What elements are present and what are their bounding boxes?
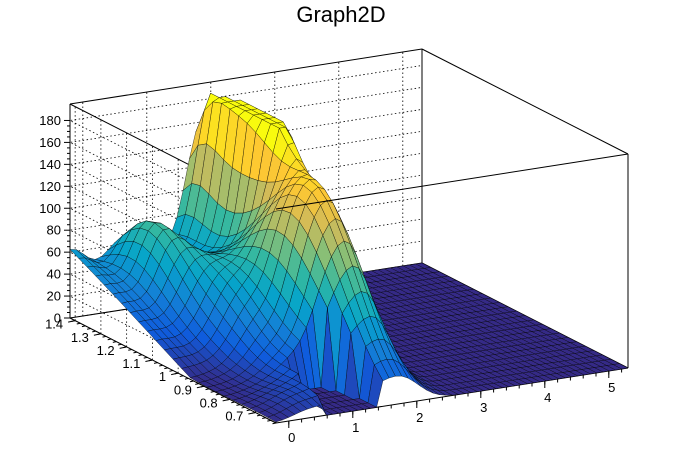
frame-edge (69, 317, 277, 424)
z-tick-label: 80 (47, 223, 61, 238)
y-minor-tick (153, 362, 158, 364)
y-minor-tick (117, 343, 122, 346)
y-tick-label: 1 (159, 369, 166, 384)
y-minor-tick (81, 325, 86, 328)
y-minor-tick (179, 375, 184, 378)
frame-edge (421, 48, 629, 155)
z-tick-label: 0 (54, 311, 61, 326)
y-minor-tick (262, 417, 266, 420)
x-tick-label: 2 (416, 410, 423, 425)
x-tick-label: 5 (608, 380, 615, 395)
y-minor-tick (200, 385, 204, 388)
z-tick-label: 160 (39, 135, 61, 150)
y-minor-tick (174, 372, 179, 375)
y-minor-tick (138, 354, 143, 357)
y-tick-label: 1.3 (71, 330, 89, 345)
y-minor-tick (107, 338, 112, 341)
y-tick-label: 1.2 (97, 343, 115, 358)
y-minor-tick (267, 419, 271, 422)
y-minor-tick (272, 422, 277, 425)
y-minor-tick (148, 359, 153, 362)
y-minor-tick (159, 364, 163, 367)
surface-cell (267, 414, 283, 423)
y-minor-tick (123, 346, 127, 349)
y-minor-tick (241, 406, 246, 409)
y-minor-tick (164, 367, 168, 370)
x-tick-label: 3 (480, 400, 487, 415)
y-minor-tick (143, 356, 148, 359)
z-axis: 0 20 40 60 80 100 120 140 160 180 (39, 104, 71, 326)
z-tick-label: 20 (47, 289, 61, 304)
y-minor-tick (184, 377, 189, 380)
y-tick-label: 0.7 (225, 409, 243, 424)
y-minor-tick (256, 414, 261, 417)
y-minor-tick (236, 404, 241, 406)
y-minor-tick (210, 390, 215, 393)
z-tick-label: 140 (39, 157, 61, 172)
y-minor-tick (86, 327, 91, 330)
frame-front (275, 48, 629, 368)
y-minor-tick (189, 380, 194, 383)
y-tick-label: 0.9 (174, 382, 192, 397)
y-minor-tick (205, 388, 210, 391)
y-minor-tick (133, 351, 138, 354)
y-minor-tick (220, 396, 225, 399)
frame-edge (275, 153, 629, 210)
y-minor-tick (169, 369, 174, 372)
z-tick-label: 180 (39, 113, 61, 128)
y-minor-tick (97, 333, 101, 336)
z-tick-label: 100 (39, 201, 61, 216)
frame-edge (69, 48, 423, 105)
z-tick-label: 60 (47, 245, 61, 260)
y-minor-tick (71, 320, 76, 322)
y-tick-label: 1.1 (122, 356, 140, 371)
y-minor-tick (76, 322, 81, 325)
y-minor-tick (246, 409, 251, 412)
x-axis: 0 1 2 3 4 5 (288, 369, 623, 445)
z-tick-label: 40 (47, 267, 61, 282)
y-minor-tick (226, 398, 230, 401)
x-tick-label: 4 (544, 390, 551, 405)
y-tick-label: 0.8 (200, 395, 218, 410)
y-minor-tick (102, 335, 107, 338)
y-axis: 0.7 0.8 0.9 1 1.1 1.2 1.3 1.4 (45, 317, 277, 425)
y-minor-tick (251, 411, 256, 414)
z-tick-label: 120 (39, 179, 61, 194)
y-tick-label: 1.4 (45, 317, 63, 332)
y-minor-tick (195, 383, 199, 385)
x-tick-label: 1 (352, 420, 359, 435)
y-minor-tick (128, 348, 132, 351)
y-minor-tick (112, 341, 117, 343)
y-minor-tick (231, 401, 235, 404)
x-tick-label: 0 (288, 430, 295, 445)
y-minor-tick (215, 393, 220, 396)
surface-mesh (69, 93, 629, 423)
y-minor-tick (92, 330, 96, 333)
chart-title: Graph2D (296, 2, 385, 27)
